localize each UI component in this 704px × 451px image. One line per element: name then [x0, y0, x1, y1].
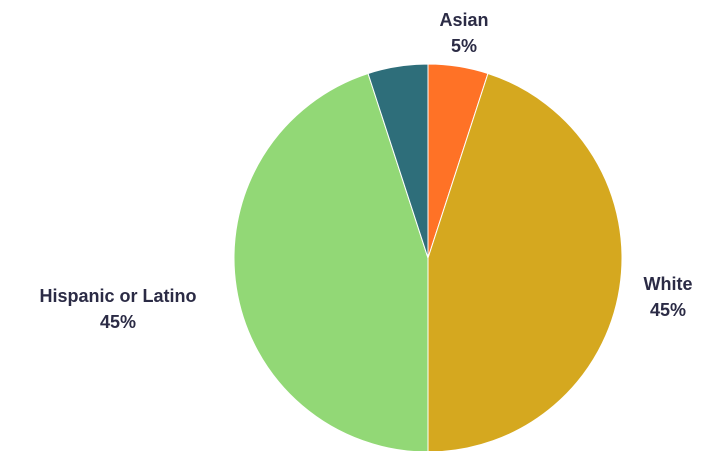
slice-label-white: White	[644, 274, 693, 294]
slice-value-hispanic-or-latino: 45%	[100, 312, 136, 332]
pie-slice-hispanic-or-latino	[233, 72, 429, 451]
slice-label-hispanic-or-latino: Hispanic or Latino	[39, 286, 196, 306]
pie-slice-white	[427, 72, 623, 451]
pie-labels: Asian 5% White 45% Hispanic or Latino 45%	[39, 10, 692, 332]
pie-slice-unlabeled	[367, 63, 429, 259]
pie-slices	[233, 63, 623, 451]
slice-label-asian: Asian	[439, 10, 488, 30]
slice-value-asian: 5%	[451, 36, 477, 56]
slice-value-white: 45%	[650, 300, 686, 320]
